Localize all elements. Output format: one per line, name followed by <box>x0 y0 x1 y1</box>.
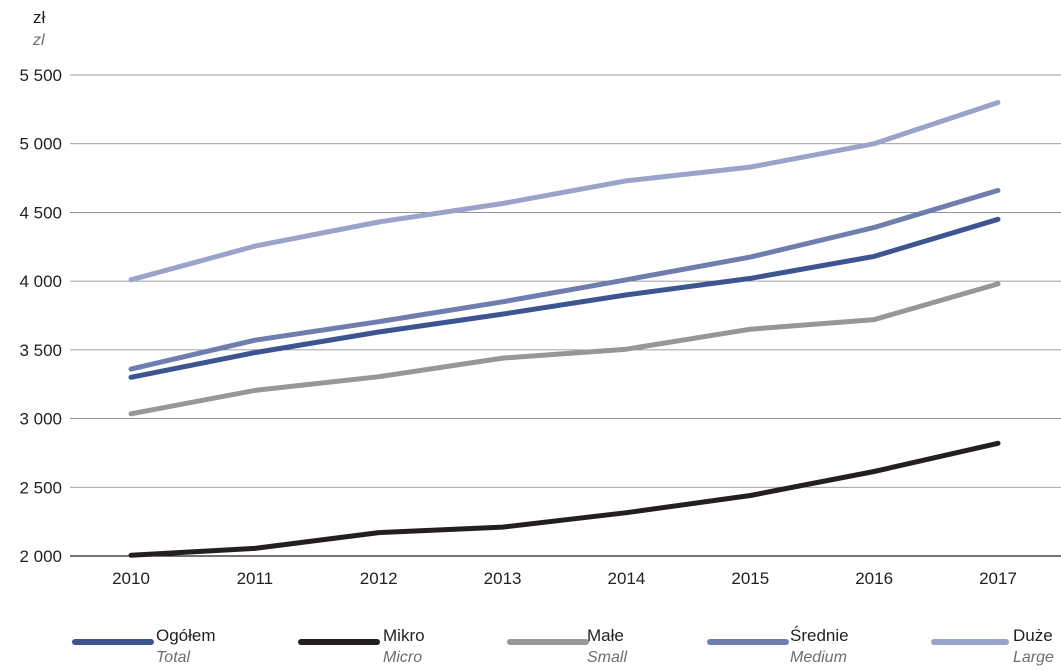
legend-label-micro: Mikro <box>383 626 425 645</box>
legend-label-total: Ogółem <box>156 626 216 645</box>
legend-label-small-en: Small <box>587 649 628 666</box>
grid-lines <box>70 74 1061 557</box>
y-tick-label: 4 500 <box>19 203 62 222</box>
y-tick-label: 5 000 <box>19 135 62 154</box>
x-tick-label: 2011 <box>237 569 274 588</box>
legend-swatch-medium <box>707 639 789 645</box>
y-tick-label: 5 500 <box>19 66 62 85</box>
y-tick-label: 4 000 <box>19 272 62 291</box>
legend-label-large: Duże <box>1013 626 1053 645</box>
y-tick-label: 3 000 <box>19 410 62 429</box>
legend-swatch-total <box>72 639 154 645</box>
x-tick-label: 2014 <box>608 569 646 588</box>
x-tick-label: 2010 <box>112 569 150 588</box>
series-line-micro <box>128 440 1001 558</box>
legend-label-total-en: Total <box>156 649 191 666</box>
legend-label-large-en: Large <box>1013 649 1054 666</box>
legend-label-medium-en: Medium <box>790 649 847 666</box>
legend-swatch-large <box>931 639 1009 645</box>
y-axis-unit-label-en: zl <box>33 32 45 49</box>
legend: Ogółem Total Mikro Micro Małe Small Śred… <box>0 622 1061 671</box>
x-tick-label: 2016 <box>855 569 893 588</box>
legend-label-medium: Średnie <box>790 626 849 645</box>
y-tick-label: 3 500 <box>19 341 62 360</box>
legend-swatch-small <box>507 639 589 645</box>
legend-swatch-micro <box>298 639 380 645</box>
series-line-medium <box>128 187 1001 372</box>
y-tick-label: 2 500 <box>19 478 62 497</box>
x-tick-label: 2013 <box>484 569 522 588</box>
legend-label-micro-en: Micro <box>383 649 423 666</box>
x-axis-ticks: 2010 2011 2012 2013 2014 2015 2016 2017 <box>112 569 1017 588</box>
x-tick-label: 2015 <box>731 569 769 588</box>
x-tick-label: 2017 <box>979 569 1017 588</box>
series-line-small <box>128 281 1001 417</box>
series-line-large <box>128 100 1001 283</box>
series-lines <box>128 100 1001 558</box>
y-axis-unit-label: zł <box>33 8 46 27</box>
y-axis-ticks: 2 000 2 500 3 000 3 500 4 000 4 500 5 000 5 500 <box>19 66 62 566</box>
y-tick-label: 2 000 <box>19 547 62 566</box>
series-line-total <box>128 216 1001 380</box>
x-tick-label: 2012 <box>360 569 398 588</box>
line-chart: 2 000 2 500 3 000 3 500 4 000 4 500 5 000 5 500… <box>19 66 1061 588</box>
legend-label-small: Małe <box>587 626 624 645</box>
